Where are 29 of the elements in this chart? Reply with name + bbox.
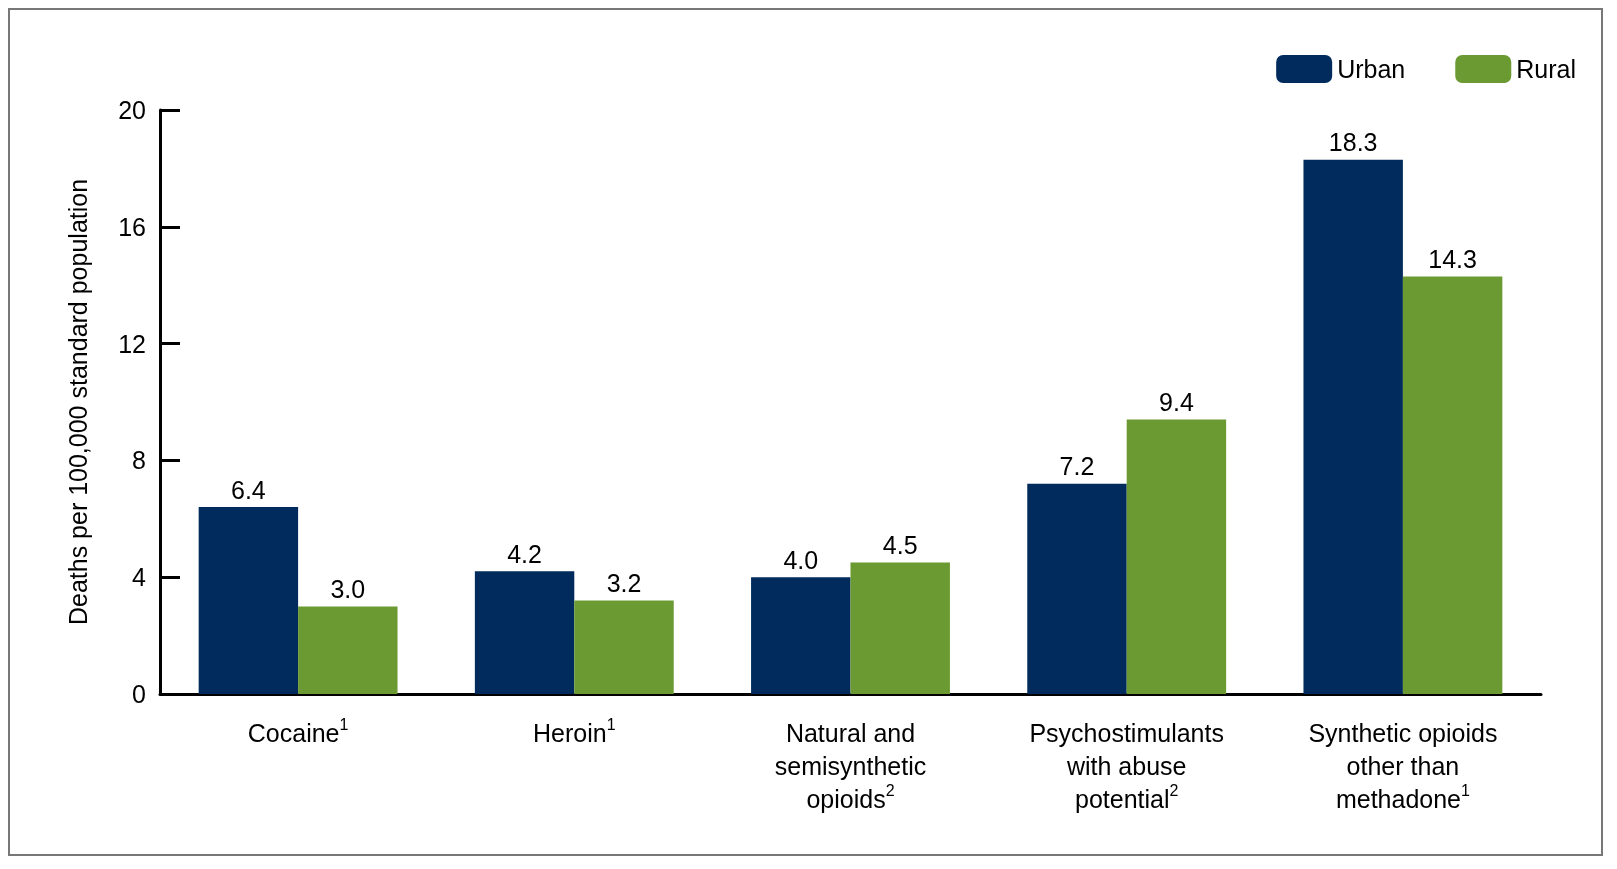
bar — [850, 562, 950, 694]
data-label: 3.2 — [606, 569, 642, 598]
data-label: 4.2 — [507, 539, 542, 568]
bar — [1303, 159, 1403, 694]
data-label: 7.2 — [1059, 452, 1095, 481]
bar — [198, 507, 299, 694]
y-tick-label: 12 — [118, 329, 146, 358]
bar — [574, 600, 674, 694]
bar — [1126, 419, 1227, 694]
y-tick-label: 0 — [132, 680, 146, 708]
bar — [1027, 483, 1127, 694]
data-label: 14.3 — [1428, 244, 1477, 273]
data-label: 18.3 — [1328, 128, 1378, 157]
legend-label: Rural — [1516, 55, 1577, 83]
y-tick-label: 16 — [118, 212, 146, 241]
legend-label: Urban — [1337, 55, 1406, 83]
data-label: 9.4 — [1159, 388, 1194, 417]
data-label: 4.5 — [882, 531, 918, 560]
bar — [751, 577, 851, 694]
y-tick-label: 4 — [132, 563, 147, 592]
bar — [474, 571, 575, 694]
data-label: 6.4 — [231, 475, 266, 504]
y-tick-label: 20 — [118, 96, 146, 124]
data-label: 4.0 — [783, 545, 819, 574]
data-label: 3.0 — [330, 574, 366, 603]
bar — [298, 606, 398, 694]
y-axis-title: Deaths per 100,000 standard population — [63, 178, 92, 626]
bar — [1402, 276, 1503, 694]
y-tick-label: 8 — [132, 446, 146, 475]
